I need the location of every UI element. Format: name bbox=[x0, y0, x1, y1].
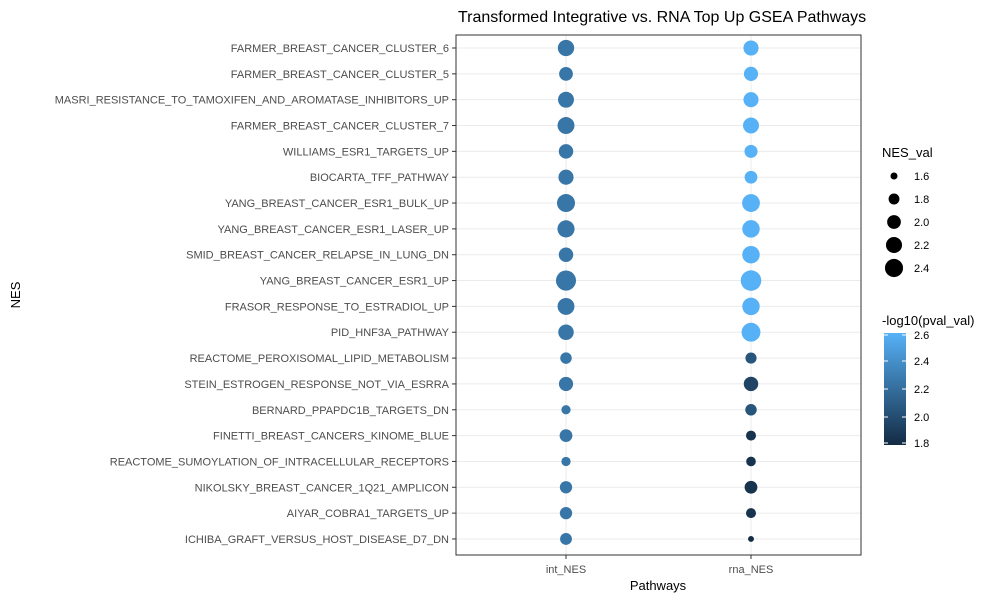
y-tick-label: BIOCARTA_TFF_PATHWAY bbox=[310, 172, 450, 184]
data-point bbox=[561, 405, 571, 415]
color-legend: -log10(pval_val) 1.8 2.0 2.2 2.4 2.6 bbox=[882, 313, 975, 450]
data-point bbox=[557, 297, 575, 315]
data-point bbox=[745, 404, 757, 416]
size-legend-key bbox=[887, 215, 901, 229]
x-axis-label: Pathways bbox=[630, 578, 687, 593]
data-point bbox=[557, 220, 575, 238]
data-point bbox=[744, 170, 758, 184]
y-tick-label: YANG_BREAST_CANCER_ESR1_UP bbox=[260, 276, 449, 288]
grid-lines bbox=[456, 35, 861, 555]
y-tick-label: MASRI_RESISTANCE_TO_TAMOXIFEN_AND_AROMAT… bbox=[55, 95, 449, 107]
data-point bbox=[559, 506, 573, 520]
y-tick-label: YANG_BREAST_CANCER_ESR1_BULK_UP bbox=[225, 198, 449, 210]
data-point bbox=[742, 297, 760, 316]
size-legend-label: 2.4 bbox=[914, 263, 929, 275]
data-point bbox=[555, 270, 577, 291]
data-point bbox=[557, 117, 575, 134]
y-tick-label: FARMER_BREAST_CANCER_CLUSTER_7 bbox=[231, 121, 449, 133]
data-point bbox=[560, 533, 572, 545]
data-point bbox=[558, 324, 574, 340]
y-tick-label: PID_HNF3A_PATHWAY bbox=[331, 327, 450, 339]
y-axis-label: NES bbox=[8, 281, 23, 308]
size-legend-key bbox=[885, 236, 903, 254]
size-legend-label: 2.2 bbox=[914, 240, 929, 252]
data-point bbox=[744, 144, 758, 158]
color-legend-title: -log10(pval_val) bbox=[882, 313, 975, 328]
data-point bbox=[744, 480, 758, 494]
data-point bbox=[740, 270, 762, 291]
size-legend-label: 2.0 bbox=[914, 217, 929, 229]
data-point bbox=[559, 429, 573, 442]
color-legend-label: 2.4 bbox=[914, 356, 929, 368]
data-point bbox=[558, 247, 574, 262]
data-point bbox=[558, 91, 574, 108]
size-legend-title: NES_val bbox=[882, 145, 933, 160]
data-point bbox=[748, 535, 754, 542]
y-tick-label: FRASOR_RESPONSE_TO_ESTRADIOL_UP bbox=[225, 301, 449, 313]
data-point bbox=[742, 245, 760, 264]
y-tick-label: SMID_BREAST_CANCER_RELAPSE_IN_LUNG_DN bbox=[186, 250, 449, 262]
data-point bbox=[559, 481, 573, 494]
data-point bbox=[743, 40, 759, 56]
color-legend-label: 2.2 bbox=[914, 384, 929, 396]
data-point bbox=[743, 92, 759, 108]
data-point bbox=[745, 352, 757, 364]
data-point bbox=[743, 376, 759, 392]
data-point bbox=[558, 169, 574, 185]
size-legend-key bbox=[888, 193, 900, 205]
color-legend-label: 1.8 bbox=[914, 438, 929, 450]
y-tick-label: YANG_BREAST_CANCER_ESR1_LASER_UP bbox=[218, 224, 450, 236]
data-point bbox=[558, 376, 574, 392]
data-point bbox=[561, 456, 571, 467]
color-legend-label: 2.0 bbox=[914, 412, 929, 424]
colorbar bbox=[884, 333, 906, 445]
size-legend: NES_val 1.6 1.8 2.0 2.2 2.4 bbox=[882, 145, 933, 278]
y-tick-label: REACTOME_PEROXISOMAL_LIPID_METABOLISM bbox=[190, 353, 449, 365]
y-tick-label: FARMER_BREAST_CANCER_CLUSTER_6 bbox=[231, 43, 449, 55]
data-points bbox=[555, 39, 762, 545]
data-point bbox=[745, 430, 757, 441]
y-tick-label: ICHIBA_GRAFT_VERSUS_HOST_DISEASE_D7_DN bbox=[185, 534, 449, 546]
y-tick-label: STEIN_ESTROGEN_RESPONSE_NOT_VIA_ESRRA bbox=[184, 379, 449, 391]
y-tick-label: AIYAR_COBRA1_TARGETS_UP bbox=[287, 508, 449, 520]
x-tick-labels: int_NES rna_NES bbox=[546, 555, 774, 576]
data-point bbox=[742, 220, 760, 238]
y-tick-label: REACTOME_SUMOYLATION_OF_INTRACELLULAR_RE… bbox=[110, 456, 449, 468]
data-point bbox=[556, 194, 576, 213]
data-point bbox=[742, 194, 760, 212]
data-point bbox=[558, 144, 574, 159]
size-legend-key bbox=[884, 258, 904, 278]
size-legend-label: 1.6 bbox=[914, 171, 929, 183]
x-tick-label: rna_NES bbox=[729, 564, 774, 576]
data-point bbox=[745, 508, 757, 519]
y-tick-label: BERNARD_PPAPDC1B_TARGETS_DN bbox=[252, 405, 449, 417]
data-point bbox=[743, 117, 759, 134]
size-legend-key bbox=[890, 172, 898, 180]
data-point bbox=[746, 456, 756, 467]
y-tick-label: WILLIAMS_ESR1_TARGETS_UP bbox=[283, 146, 449, 158]
size-legend-label: 1.8 bbox=[914, 194, 929, 206]
data-point bbox=[743, 66, 759, 81]
y-tick-label: FINETTI_BREAST_CANCERS_KINOME_BLUE bbox=[213, 431, 449, 443]
color-legend-label: 2.6 bbox=[914, 330, 929, 342]
data-point bbox=[557, 39, 575, 57]
y-tick-label: FARMER_BREAST_CANCER_CLUSTER_5 bbox=[231, 69, 449, 81]
chart-title: Transformed Integrative vs. RNA Top Up G… bbox=[458, 9, 866, 26]
y-tick-labels: FARMER_BREAST_CANCER_CLUSTER_6 FARMER_BRE… bbox=[55, 43, 456, 546]
data-point bbox=[560, 352, 572, 364]
y-tick-label: NIKOLSKY_BREAST_CANCER_1Q21_AMPLICON bbox=[195, 482, 449, 494]
data-point bbox=[741, 322, 761, 342]
data-point bbox=[559, 66, 573, 81]
panel-border bbox=[455, 34, 862, 556]
x-tick-label: int_NES bbox=[546, 564, 586, 576]
